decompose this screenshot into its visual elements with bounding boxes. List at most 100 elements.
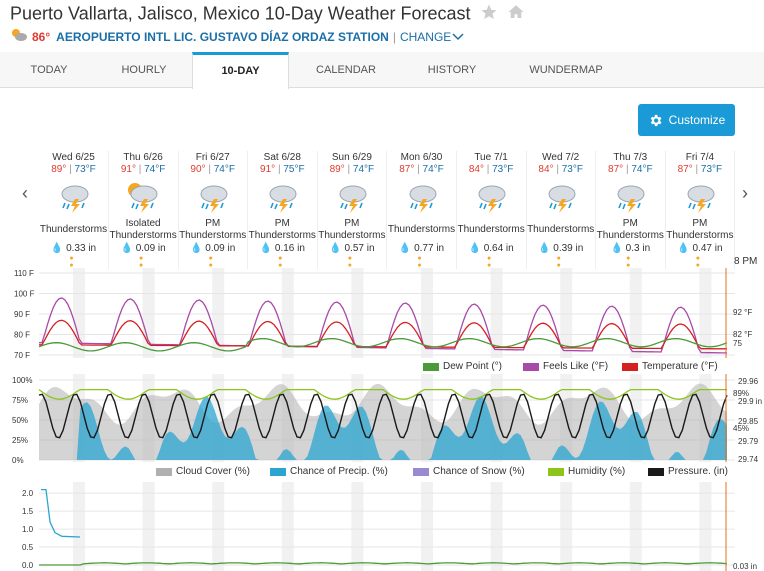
day-rain-amount: 0.3 in (625, 243, 651, 254)
day-date: Wed 6/25 (52, 152, 95, 163)
prev-arrow-icon[interactable]: ‹ (22, 183, 28, 203)
current-temp: 86° (32, 29, 51, 44)
precip-area (39, 396, 727, 460)
day-low: 73°F (492, 164, 514, 175)
now-time-label: 8 PM (734, 256, 758, 267)
station-name[interactable]: AEROPUERTO INTL LIC. GUSTAVO DÍAZ ORDAZ … (56, 29, 389, 44)
legend-cloud-cover[interactable]: Cloud Cover (%) (156, 466, 250, 477)
legend-snow[interactable]: Chance of Snow (%) (413, 466, 525, 477)
night-band (699, 482, 712, 571)
change-station-button[interactable]: CHANGE (400, 30, 465, 44)
day-column[interactable]: Sun 6/29 89° | 74°F PM Thunderstorms 💧 0… (317, 151, 388, 269)
legend-label: Chance of Snow (%) (433, 466, 525, 477)
day-column[interactable]: Tue 7/1 84° | 73°F Thunderstorms 💧 0.64 … (457, 151, 527, 269)
legend-feels-like[interactable]: Feels Like (°F) (523, 361, 608, 372)
sunrise-sunset-icon: ● ● (138, 255, 162, 269)
day-column[interactable]: Wed 7/2 84° | 73°F Thunderstorms 💧 0.39 … (526, 151, 597, 269)
raindrop-icon: 💧 (468, 243, 481, 254)
legend-label: Dew Point (°) (443, 361, 503, 372)
night-band (560, 482, 573, 571)
customize-button[interactable]: Customize (638, 104, 735, 136)
feels-like-end-label: 92 °F (733, 308, 752, 317)
day-column[interactable]: Mon 6/30 87° | 74°F Thunderstorms 💧 0.77… (387, 151, 457, 269)
day-column[interactable]: Sat 6/28 91° | 75°F PM Thunderstorms 💧 0… (248, 151, 318, 269)
day-condition: PM Thunderstorms (665, 217, 734, 242)
night-band (699, 268, 712, 358)
night-band (629, 482, 642, 571)
night-band (73, 482, 85, 571)
forecast-tabs: TODAY HOURLY 10-DAY CALENDAR HISTORY WUN… (0, 52, 764, 89)
tab-today[interactable]: TODAY (30, 64, 68, 76)
y-tick-label: 90 F (14, 310, 30, 319)
day-low: 74°F (631, 164, 653, 175)
day-hi-lo: 84° | 73°F (538, 164, 583, 175)
day-column[interactable]: Wed 6/25 89° | 73°F Thunderstorms 💧 0.33… (39, 151, 109, 269)
day-rain-amount: 0.16 in (274, 243, 305, 254)
temperature-line (39, 319, 727, 350)
night-band (560, 268, 573, 358)
home-icon[interactable] (507, 3, 525, 26)
legend-temperature[interactable]: Temperature (°F) (622, 361, 718, 372)
legend-dew-point[interactable]: Dew Point (°) (423, 361, 502, 372)
legend-label: Feels Like (°F) (543, 361, 609, 372)
day-date: Sun 6/29 (331, 152, 372, 163)
tab-hourly[interactable]: HOURLY (121, 64, 167, 76)
day-hi-lo: 91° | 75°F (260, 164, 305, 175)
condition-line-2: Thunderstorms (39, 223, 108, 235)
y-tick-label: 0.0 (22, 561, 34, 570)
day-low: 74°F (213, 164, 235, 175)
y-tick-label: 75% (12, 396, 28, 405)
day-rain: 💧 0.33 in (39, 243, 108, 254)
day-low: 75°F (283, 164, 305, 175)
day-date: Sat 6/28 (263, 152, 301, 163)
night-band (421, 482, 433, 571)
day-high: 91° (120, 164, 136, 175)
change-label: CHANGE (399, 29, 452, 44)
day-column[interactable]: Thu 7/3 87° | 74°F PM Thunderstorms 💧 0.… (596, 151, 666, 269)
day-condition: Isolated Thunderstorms (109, 217, 178, 242)
day-column[interactable]: Thu 6/26 91° | 74°F Isolated Thunderstor… (109, 151, 179, 269)
raindrop-icon: 💧 (50, 243, 64, 254)
day-rain-amount: 0.33 in (66, 243, 97, 254)
precip-amount-end-label: 0.03 in (733, 562, 757, 571)
y-tick-label: 25% (12, 436, 28, 445)
night-band (490, 268, 503, 358)
tab-10-day[interactable]: 10-DAY (192, 52, 289, 89)
thunderstorm-icon (548, 185, 576, 213)
y-tick-label: 100 F (14, 290, 35, 299)
legend-label: Temperature (°F) (642, 361, 718, 372)
y-tick-label: 1.5 (22, 507, 34, 516)
tab-history[interactable]: HISTORY (427, 64, 477, 76)
condition-line-2: Thunderstorms (666, 229, 734, 241)
tab-calendar[interactable]: CALENDAR (316, 64, 376, 76)
y2-tick-label: 29.85 (738, 417, 759, 426)
day-high: 84° (538, 164, 554, 175)
legend-pressure[interactable]: Pressure. (in) (648, 466, 728, 477)
legend-label: Humidity (%) (568, 466, 626, 477)
y-tick-label: 100% (12, 376, 32, 385)
day-hi-lo: 87° | 74°F (399, 164, 444, 175)
day-rain: 💧 0.3 in (596, 243, 665, 254)
legend-humidity[interactable]: Humidity (%) (548, 466, 625, 477)
day-rain: 💧 0.09 in (178, 243, 247, 254)
sunrise-sunset-icon: ● ● (278, 255, 301, 269)
dew-point-line (38, 337, 728, 352)
legend-precip[interactable]: Chance of Precip. (%) (270, 466, 388, 477)
condition-line-1: Isolated (125, 217, 161, 229)
day-column[interactable]: Fri 7/4 87° | 73°F PM Thunderstorms 💧 0.… (665, 151, 736, 269)
star-icon[interactable] (480, 3, 498, 26)
day-high: 89° (329, 164, 345, 175)
day-column[interactable]: Fri 6/27 90° | 74°F PM Thunderstorms 💧 0… (178, 151, 249, 269)
day-rain-amount: 0.39 in (553, 243, 584, 254)
tab-wundermap[interactable]: WUNDERMAP (529, 64, 603, 76)
day-date: Wed 7/2 (542, 152, 580, 163)
day-rain-amount: 0.47 in (692, 243, 723, 254)
condition-line-2: Thunderstorms (457, 223, 525, 235)
thunderstorm-icon (478, 185, 506, 213)
day-hi-lo: 89° | 74°F (329, 164, 375, 175)
y-tick-label: 70 F (14, 351, 30, 360)
day-rain-amount: 0.09 in (135, 243, 166, 254)
night-band (629, 268, 642, 358)
precip-amount-chart: 2.0 1.5 1.0 0.5 0.0 0.03 in (22, 482, 757, 571)
next-arrow-icon[interactable]: › (742, 183, 748, 203)
